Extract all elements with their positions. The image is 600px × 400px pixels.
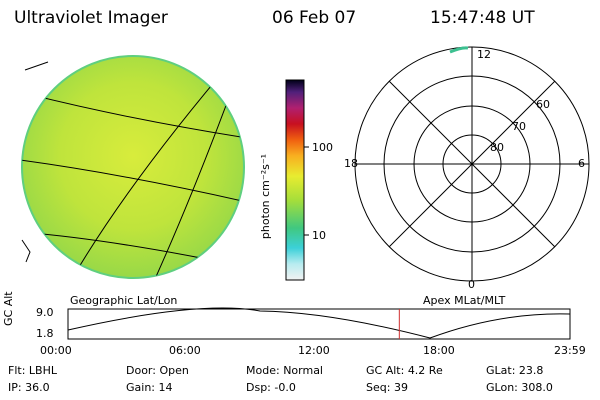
status-label: Dsp: [246,381,271,394]
mlt-label-6: 6 [578,157,585,170]
mlt-label-18: 18 [344,157,358,170]
colorbar [285,79,309,281]
status-value: LBHL [28,364,57,377]
status-label: Gain: [126,381,155,394]
status-seq: Seq: 39 [366,381,408,394]
polar-axis [388,80,556,248]
lat-label-60: 60 [536,98,550,111]
status-label: Seq: [366,381,391,394]
status-value: 14 [158,381,173,394]
colorbar-unit-label: photon cm⁻²s⁻¹ [259,153,273,240]
mlt-label-0: 0 [468,278,475,291]
altitude-xtick: 06:00 [169,344,201,357]
status-value: -0.0 [274,381,296,394]
lat-label-70: 70 [512,120,526,133]
status-value: 4.2 Re [407,364,443,377]
status-glon: GLon: 308.0 [486,381,553,394]
status-value: 36.0 [25,381,50,394]
status-label: GC Alt: [366,364,405,377]
colorbar-scale [285,79,305,281]
coast-fragment [21,239,31,263]
lat-label-80: 80 [490,141,504,154]
earth-disk [21,55,245,279]
status-label: GLat: [486,364,516,377]
altitude-ytick: 9.0 [36,306,54,319]
status-glat: GLat: 23.8 [486,364,543,377]
altitude-xtick: 18:00 [423,344,455,357]
uv-image [21,55,245,279]
altitude-xtick: 12:00 [298,344,330,357]
status-value: 23.8 [518,364,544,377]
status-label: IP: [8,381,22,394]
colorbar-tick-10: 10 [312,229,326,242]
status-door: Door: Open [126,364,189,377]
status-gain: Gain: 14 [126,381,173,394]
polar-plot [354,46,590,282]
altitude-frame [67,308,571,340]
altitude-ylabel: GC Alt [2,291,15,326]
altitude-curve [67,307,571,339]
image-caption: Geographic Lat/Lon [70,294,178,307]
time-label: 15:47:48 UT [430,8,535,28]
altitude-xtick: 00:00 [40,344,72,357]
colorbar-tick-100: 100 [312,141,333,154]
date-label: 06 Feb 07 [272,8,357,28]
altitude-plot [67,307,571,340]
status-flt: Flt: LBHL [8,364,57,377]
status-label: Flt: [8,364,26,377]
coast-fragment [24,61,49,71]
status-value: 39 [393,381,408,394]
aurora-fragment [449,46,469,54]
mlt-label-12: 12 [477,48,491,61]
status-ip: IP: 36.0 [8,381,50,394]
status-value: 308.0 [521,381,553,394]
status-label: GLon: [486,381,518,394]
altitude-xtick: 23:59 [554,344,586,357]
status-dsp: Dsp: -0.0 [246,381,296,394]
status-gc-alt: GC Alt: 4.2 Re [366,364,443,377]
status-label: Door: [126,364,156,377]
polar-caption: Apex MLat/MLT [423,294,506,307]
status-value: Open [159,364,189,377]
instrument-title: Ultraviolet Imager [14,8,168,28]
altitude-ytick: 1.8 [36,327,54,340]
status-mode: Mode: Normal [246,364,323,377]
status-value: Normal [283,364,323,377]
status-label: Mode: [246,364,280,377]
